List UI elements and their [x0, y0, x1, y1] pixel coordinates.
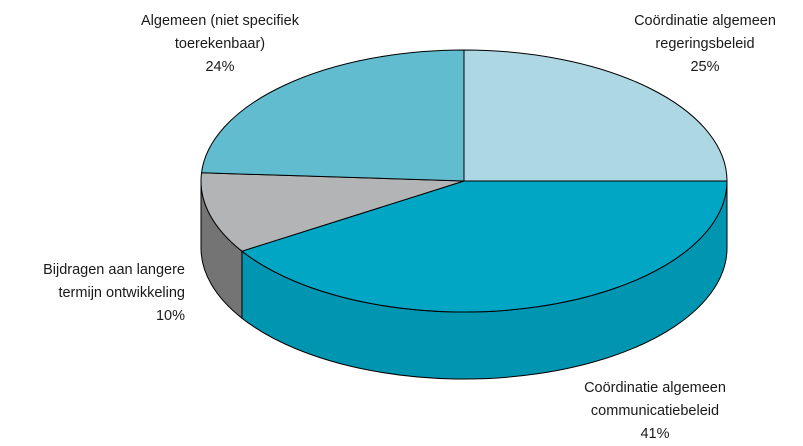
slice-label-algemeen: Algemeen (niet specifiek toerekenbaar) 2…	[95, 10, 345, 79]
slice-label-line2: toerekenbaar)	[174, 36, 266, 52]
slice-label-line1: Bijdragen aan langere	[43, 262, 185, 278]
slice-label-percent: 25%	[690, 59, 720, 75]
slice-label-percent: 10%	[155, 308, 185, 324]
pie-slice-ontwikkeling	[200, 172, 465, 252]
slice-label-line1: Algemeen (niet specifiek	[141, 13, 299, 29]
slice-label-percent: 24%	[205, 59, 235, 75]
pie-tops	[200, 49, 728, 313]
pie-slice-regeringsbeleid	[463, 49, 728, 182]
slice-label-line1: Coördinatie algemeen	[634, 13, 776, 29]
slice-label-line2: termijn ontwikkeling	[58, 285, 185, 301]
slice-label-percent: 41%	[640, 426, 670, 442]
pie-slice-algemeen	[201, 49, 465, 182]
pie-slice-communicatiebeleid	[241, 180, 728, 313]
slice-label-communicatiebeleid: Coördinatie algemeen communicatiebeleid …	[540, 377, 770, 446]
slice-label-line1: Coördinatie algemeen	[584, 380, 726, 396]
slice-label-line2: communicatiebeleid	[590, 403, 720, 419]
slice-label-ontwikkeling: Bijdragen aan langere termijn ontwikkeli…	[0, 259, 185, 328]
slice-label-line2: regeringsbeleid	[655, 36, 755, 52]
slice-label-regeringsbeleid: Coördinatie algemeen regeringsbeleid 25%	[605, 10, 803, 79]
